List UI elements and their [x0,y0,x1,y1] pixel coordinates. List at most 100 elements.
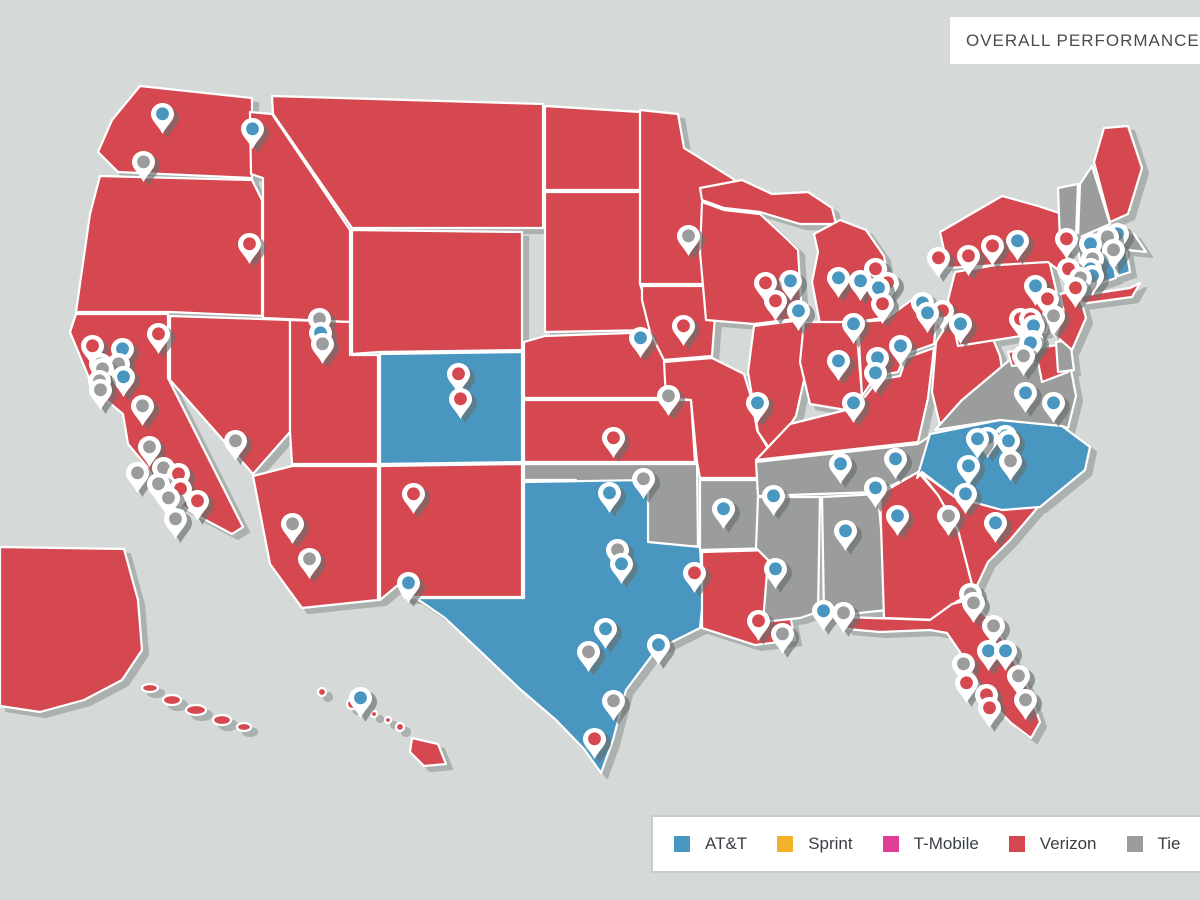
city-pin-verizon[interactable] [147,323,170,354]
state-ms[interactable] [754,495,822,624]
city-pin-att[interactable] [864,477,887,508]
city-pin-verizon[interactable] [402,483,425,514]
state-ak-island[interactable] [211,713,233,727]
city-pin-tie[interactable] [224,430,247,461]
state-az[interactable] [251,464,380,610]
city-pin-tie[interactable] [1007,665,1030,696]
city-pin-att[interactable] [787,300,810,331]
legend-item-verizon[interactable]: Verizon [1008,834,1097,854]
state-co[interactable] [378,350,524,466]
city-pin-tie[interactable] [602,690,625,721]
city-pin-tie[interactable] [962,592,985,623]
city-pin-verizon[interactable] [864,258,887,289]
city-pin-tie[interactable] [131,395,154,426]
city-pin-tie[interactable] [677,225,700,256]
state-nd[interactable] [543,104,643,192]
city-pin-tie[interactable] [632,468,655,499]
city-pin-verizon[interactable] [583,728,606,759]
state-hi-island[interactable] [316,686,328,698]
city-pin-att[interactable] [842,313,865,344]
city-pin-att[interactable] [762,485,785,516]
city-pin-att[interactable] [889,335,912,366]
city-pin-att[interactable] [241,118,264,149]
state-ak-island[interactable] [235,721,253,733]
city-pin-att[interactable] [598,482,621,513]
legend-item-tmobile[interactable]: T-Mobile [882,834,979,854]
city-pin-tie[interactable] [832,602,855,633]
state-wy[interactable] [350,228,524,356]
city-pin-verizon[interactable] [449,388,472,419]
state-ak-island[interactable] [161,693,183,707]
city-pin-att[interactable] [977,640,1000,671]
city-pin-att[interactable] [842,392,865,423]
city-pin-tie[interactable] [1012,345,1035,376]
city-pin-att[interactable] [1024,275,1047,306]
state-mt[interactable] [270,94,545,230]
state-hi-island[interactable] [369,709,379,719]
state-ak-island[interactable] [184,703,208,717]
city-pin-att[interactable] [957,455,980,486]
city-pin-att[interactable] [1042,392,1065,423]
city-pin-att[interactable] [984,512,1007,543]
city-pin-tie[interactable] [999,450,1022,481]
city-pin-tie[interactable] [311,333,334,364]
city-pin-att[interactable] [610,553,633,584]
city-pin-tie[interactable] [281,513,304,544]
legend-item-att[interactable]: AT&T [674,834,747,854]
city-pin-att[interactable] [886,505,909,536]
city-pin-tie[interactable] [1042,305,1065,336]
city-pin-verizon[interactable] [602,427,625,458]
city-pin-att[interactable] [827,350,850,381]
state-hi-island[interactable] [383,715,393,725]
state-nh[interactable] [1076,164,1112,240]
city-pin-tie[interactable] [138,436,161,467]
city-pin-att[interactable] [151,103,174,134]
city-pin-att[interactable] [746,392,769,423]
state-ak[interactable] [0,545,144,714]
city-pin-verizon[interactable] [747,610,770,641]
city-pin-tie[interactable] [1014,689,1037,720]
state-me[interactable] [1092,124,1144,224]
city-pin-tie[interactable] [132,151,155,182]
city-pin-tie[interactable] [164,508,187,539]
city-pin-verizon[interactable] [81,335,104,366]
city-pin-att[interactable] [594,618,617,649]
city-pin-verizon[interactable] [1064,277,1087,308]
city-pin-att[interactable] [827,267,850,298]
city-pin-att[interactable] [1014,382,1037,413]
city-pin-att[interactable] [916,302,939,333]
city-pin-verizon[interactable] [447,363,470,394]
city-pin-att[interactable] [712,498,735,529]
state-or[interactable] [74,174,264,318]
city-pin-verizon[interactable] [672,315,695,346]
city-pin-tie[interactable] [982,615,1005,646]
city-pin-att[interactable] [997,430,1020,461]
city-pin-tie[interactable] [771,623,794,654]
city-pin-att[interactable] [349,687,372,718]
city-pin-att[interactable] [764,558,787,589]
city-pin-verizon[interactable] [186,490,209,521]
city-pin-att[interactable] [954,483,977,514]
city-pin-att[interactable] [779,270,802,301]
state-ak-island[interactable] [140,682,160,694]
state-wa[interactable] [96,84,254,180]
city-pin-tie[interactable] [298,548,321,579]
city-pin-att[interactable] [884,448,907,479]
state-sd[interactable] [543,190,657,334]
city-pin-verizon[interactable] [238,233,261,264]
city-pin-tie[interactable] [657,385,680,416]
city-pin-tie[interactable] [1102,239,1125,270]
city-pin-att[interactable] [112,366,135,397]
city-pin-att[interactable] [629,327,652,358]
city-pin-att[interactable] [397,572,420,603]
state-ky[interactable] [754,346,936,462]
state-hi-island[interactable] [394,721,406,733]
city-pin-verizon[interactable] [1055,228,1078,259]
city-pin-tie[interactable] [937,505,960,536]
city-pin-att[interactable] [812,600,835,631]
state-ut[interactable] [288,318,380,466]
city-pin-verizon[interactable] [978,697,1001,728]
city-pin-att[interactable] [864,362,887,393]
city-pin-att[interactable] [867,277,890,308]
city-pin-att[interactable] [849,270,872,301]
